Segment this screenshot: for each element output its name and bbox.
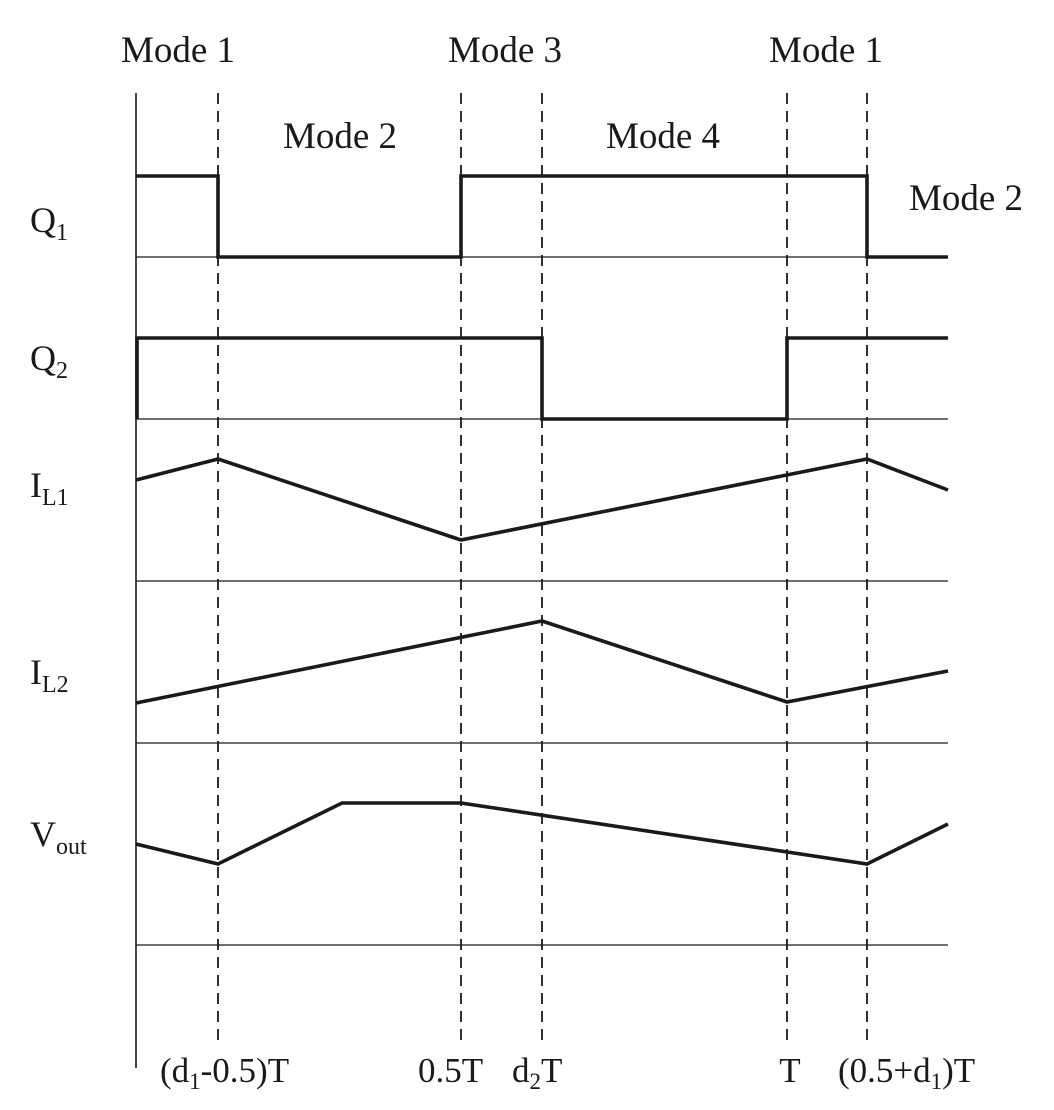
il1-label: IL1 — [30, 465, 69, 511]
vout-label: Vout — [30, 814, 87, 860]
mode-label-top-left: Mode 1 — [121, 30, 235, 71]
il2-label: IL2 — [30, 652, 69, 698]
mode-label-mid-mid: Mode 4 — [606, 116, 720, 157]
mode-label-mid-left: Mode 2 — [283, 116, 397, 157]
time-label-half-t: 0.5T — [418, 1051, 483, 1090]
mode-label-top-mid: Mode 3 — [448, 30, 562, 71]
q2-waveform — [135, 336, 948, 421]
q1-waveform — [136, 174, 948, 259]
q2-label: Q2 — [30, 338, 68, 384]
time-label-d2t: d2T — [512, 1051, 562, 1094]
time-label-half-plus-d1: (0.5+d1)T — [838, 1051, 975, 1094]
time-label-t: T — [779, 1051, 800, 1090]
mode-label-far-right: Mode 2 — [909, 178, 1023, 219]
vout-waveform — [135, 801, 949, 866]
time-label-d1-minus-half: (d1-0.5)T — [160, 1051, 289, 1094]
mode-label-top-right: Mode 1 — [769, 30, 883, 71]
q1-label: Q1 — [30, 200, 68, 246]
il2-waveform — [135, 619, 949, 705]
il1-waveform — [135, 457, 949, 542]
